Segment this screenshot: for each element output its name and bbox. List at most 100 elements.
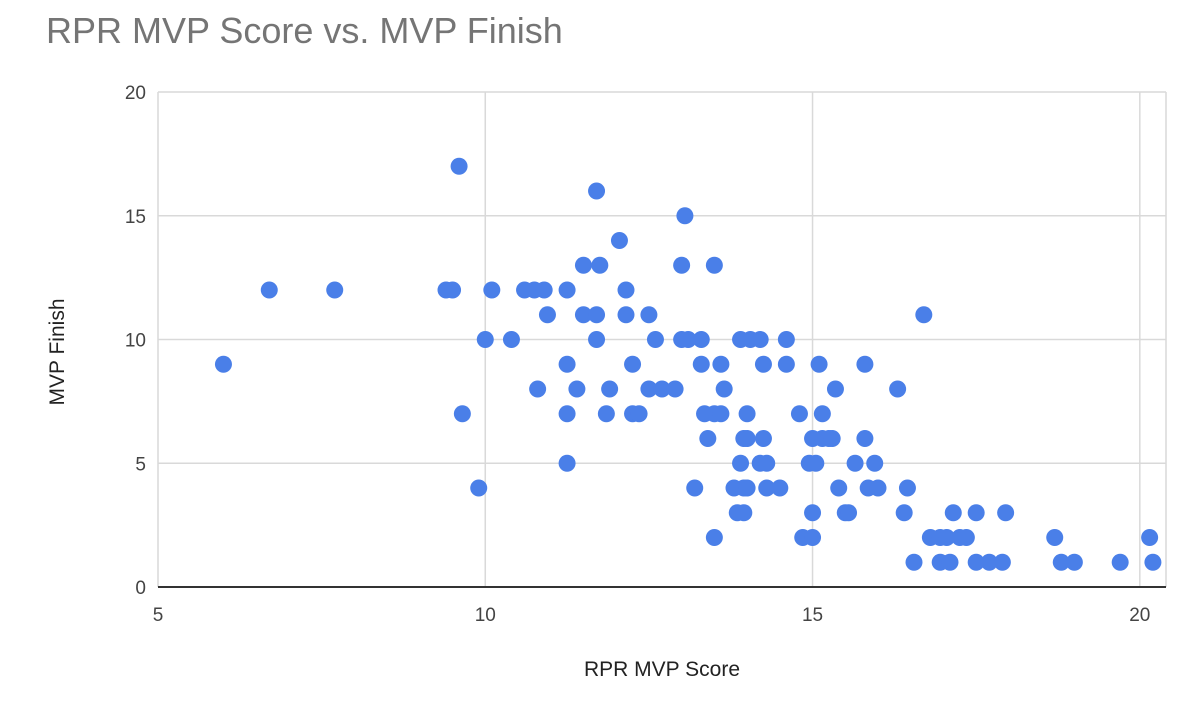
- data-point-31: [617, 306, 635, 324]
- data-point-54: [715, 380, 733, 398]
- data-point-6: [453, 405, 471, 423]
- data-point-99: [898, 479, 916, 497]
- data-point-107: [944, 504, 962, 522]
- data-point-70: [758, 479, 776, 497]
- data-point-59: [735, 504, 753, 522]
- data-point-13: [529, 380, 547, 398]
- data-point-95: [866, 454, 884, 472]
- data-point-49: [705, 256, 723, 274]
- data-point-83: [813, 405, 831, 423]
- data-point-1: [260, 281, 278, 299]
- data-point-97: [889, 380, 907, 398]
- data-point-113: [993, 553, 1011, 571]
- data-point-27: [597, 405, 615, 423]
- x-tick-label-0: 5: [153, 605, 164, 626]
- data-point-45: [692, 331, 710, 348]
- data-point-90: [840, 504, 858, 522]
- data-point-63: [738, 430, 756, 447]
- data-point-36: [640, 306, 658, 324]
- data-point-43: [679, 331, 697, 348]
- data-point-30: [617, 281, 635, 299]
- y-axis-title: MVP Finish: [46, 299, 69, 406]
- y-tick-label-4: 20: [125, 83, 146, 104]
- data-point-14: [535, 281, 553, 299]
- x-tick-label-3: 20: [1129, 605, 1150, 626]
- data-point-7: [470, 479, 488, 497]
- data-point-106: [941, 553, 959, 571]
- data-point-4: [444, 281, 462, 299]
- data-point-117: [1065, 553, 1083, 571]
- data-point-15: [538, 306, 556, 324]
- data-point-98: [895, 504, 913, 522]
- data-point-52: [712, 405, 730, 423]
- data-point-10: [502, 331, 520, 348]
- data-point-100: [905, 553, 923, 571]
- data-point-0: [214, 355, 232, 373]
- data-point-58: [732, 454, 750, 472]
- data-point-29: [610, 232, 628, 249]
- data-point-21: [574, 256, 592, 274]
- data-point-93: [856, 430, 874, 447]
- data-point-73: [777, 331, 795, 348]
- data-point-5: [450, 157, 468, 175]
- data-point-92: [856, 355, 874, 373]
- y-tick-label-0: 0: [135, 578, 146, 599]
- chart-title: RPR MVP Score vs. MVP Finish: [46, 10, 563, 51]
- y-tick-label-2: 10: [125, 331, 146, 352]
- data-point-112: [980, 553, 998, 571]
- data-point-120: [1144, 553, 1162, 571]
- data-point-109: [957, 529, 975, 546]
- data-point-40: [673, 256, 691, 274]
- data-point-37: [646, 331, 664, 348]
- data-point-87: [826, 380, 844, 398]
- data-point-9: [483, 281, 501, 299]
- data-point-18: [558, 405, 576, 423]
- data-point-28: [601, 380, 619, 398]
- data-point-17: [558, 355, 576, 373]
- data-point-42: [676, 207, 694, 225]
- data-point-32: [624, 355, 642, 373]
- data-point-110: [967, 504, 985, 522]
- data-point-79: [804, 529, 822, 546]
- y-tick-label-3: 15: [125, 207, 146, 228]
- data-point-91: [846, 454, 864, 472]
- data-point-2: [326, 281, 344, 299]
- data-point-34: [630, 405, 648, 423]
- data-point-62: [738, 405, 756, 423]
- data-point-44: [686, 479, 704, 497]
- data-point-72: [771, 479, 789, 497]
- data-point-105: [938, 529, 956, 546]
- data-point-75: [790, 405, 808, 423]
- data-point-88: [830, 479, 848, 497]
- data-point-46: [692, 355, 710, 373]
- data-point-111: [967, 553, 985, 571]
- data-point-68: [754, 430, 772, 447]
- data-point-22: [574, 306, 592, 324]
- data-point-114: [997, 504, 1015, 522]
- data-point-119: [1141, 529, 1159, 546]
- data-point-86: [823, 430, 841, 447]
- data-point-53: [712, 355, 730, 373]
- data-point-38: [653, 380, 671, 398]
- data-point-64: [738, 479, 756, 497]
- x-tick-label-1: 10: [475, 605, 496, 626]
- x-axis-title: RPR MVP Score: [584, 658, 740, 681]
- data-point-48: [699, 430, 717, 447]
- data-point-8: [476, 331, 494, 348]
- data-point-80: [804, 504, 822, 522]
- data-points: [214, 157, 1162, 571]
- data-point-23: [588, 306, 606, 324]
- data-point-39: [666, 380, 684, 398]
- data-point-19: [558, 454, 576, 472]
- data-point-16: [558, 281, 576, 299]
- data-point-81: [807, 454, 825, 472]
- x-tick-label-2: 15: [802, 605, 823, 626]
- data-point-51: [705, 529, 723, 546]
- data-point-35: [640, 380, 658, 398]
- data-point-115: [1046, 529, 1064, 546]
- data-point-101: [915, 306, 933, 324]
- data-point-118: [1111, 553, 1129, 571]
- data-point-26: [591, 256, 609, 274]
